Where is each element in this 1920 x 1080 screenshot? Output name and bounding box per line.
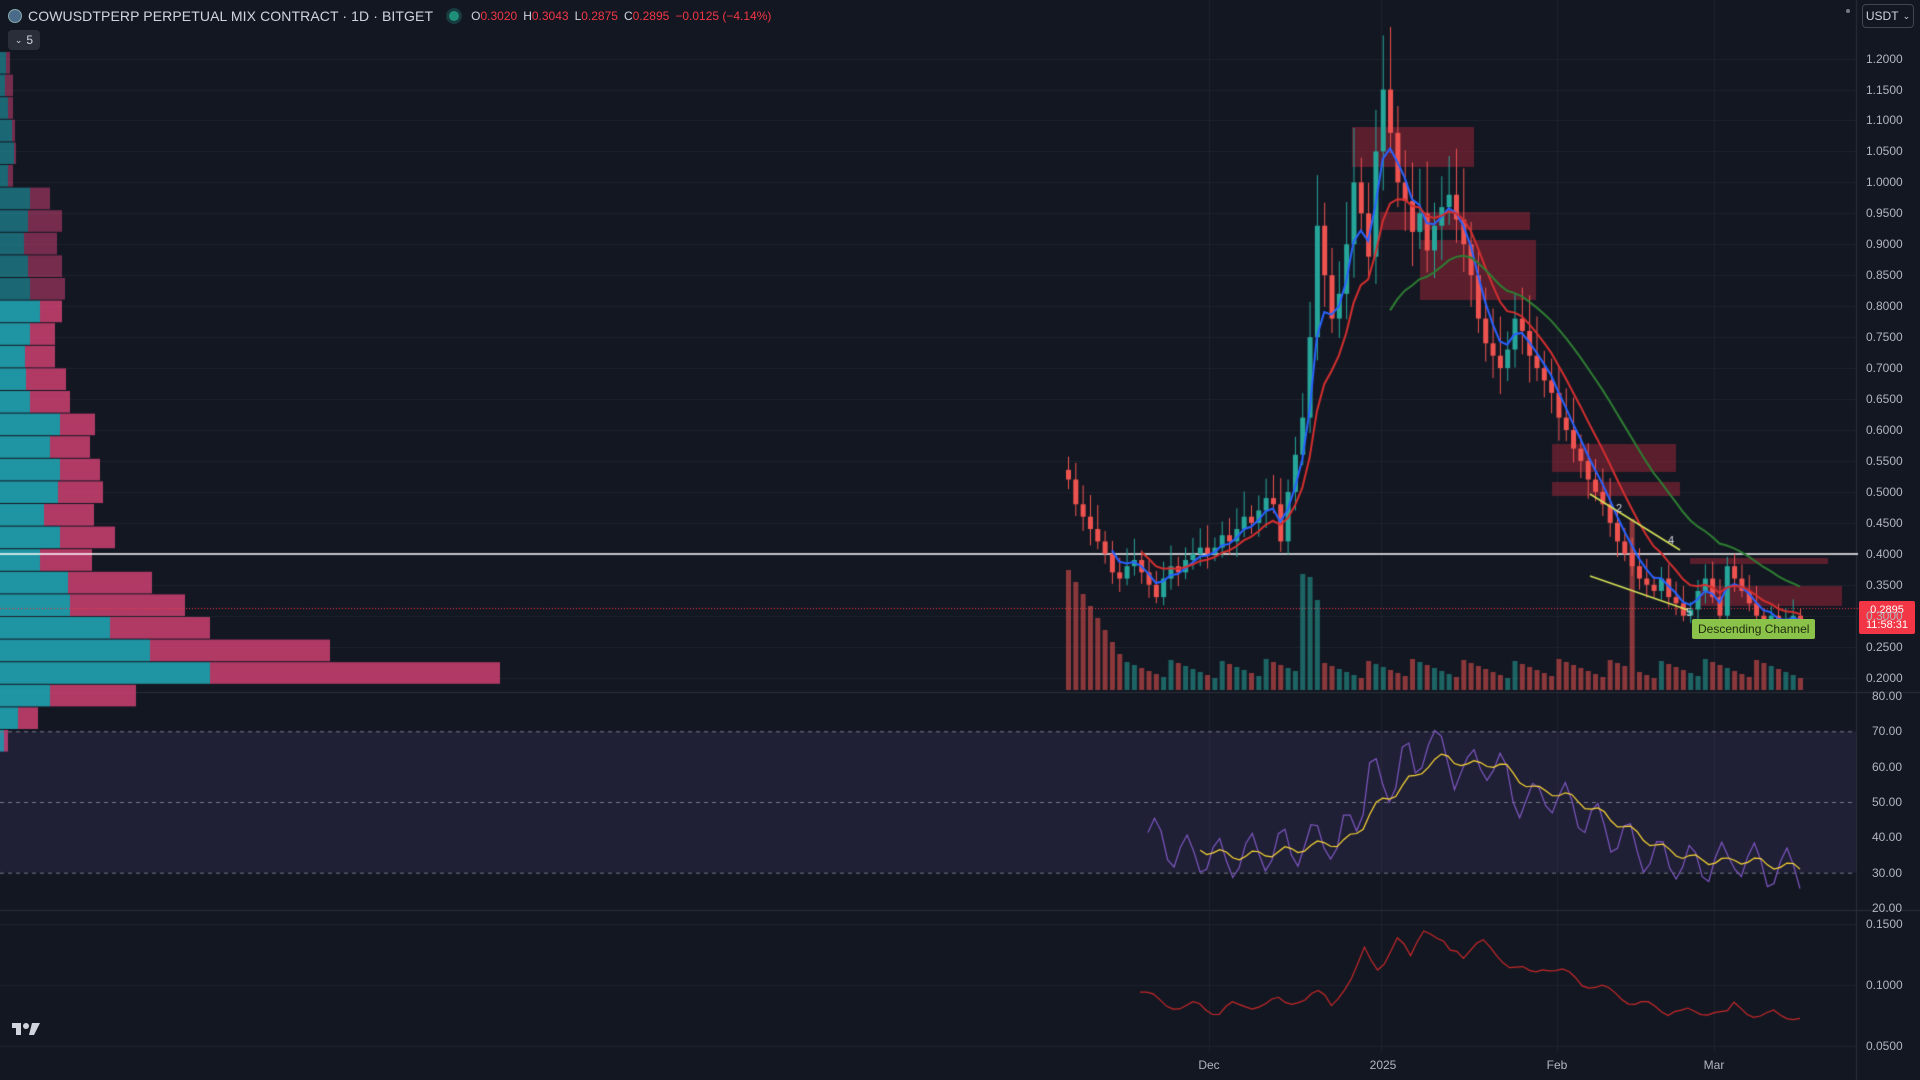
rsi-axis-tick: 40.00	[1872, 830, 1903, 845]
price-axis-tick: 0.9500	[1866, 206, 1903, 221]
symbol-title[interactable]: COWUSDTPERP PERPETUAL MIX CONTRACT · 1D …	[28, 8, 434, 24]
ohlc-close: C0.2895	[623, 9, 670, 23]
currency-label: USDT	[1865, 9, 1899, 23]
price-axis-tick: 0.3000	[1866, 608, 1903, 623]
price-axis-tick: 0.2500	[1866, 639, 1903, 654]
cow-logo-icon	[8, 9, 22, 23]
price-axis-tick: 0.7500	[1866, 330, 1903, 345]
ohlc-low: L0.2875	[574, 9, 618, 23]
last-price-value: 0.2895	[1870, 604, 1904, 616]
lower-axis-tick: 0.0500	[1866, 1038, 1903, 1053]
time-axis-tick: Dec	[1198, 1058, 1220, 1072]
currency-select[interactable]: USDT ⌄	[1862, 4, 1914, 28]
price-axis-tick: 1.1000	[1866, 113, 1903, 128]
price-axis-tick: 0.7000	[1866, 361, 1903, 376]
rsi-axis-tick: 70.00	[1872, 724, 1903, 739]
price-axis-tick: 0.2000	[1866, 670, 1903, 685]
time-axis-tick: Mar	[1703, 1058, 1725, 1072]
indicators-count: 5	[26, 33, 34, 47]
rsi-axis-tick: 20.00	[1872, 901, 1903, 915]
price-axis-tick: 0.5500	[1866, 453, 1903, 468]
rsi-axis-tick: 30.00	[1872, 865, 1903, 880]
last-price-tag: 0.2895 11:58:31	[1859, 601, 1915, 634]
more-dot-icon[interactable]	[1846, 9, 1850, 13]
descending-channel-label[interactable]: Descending Channel	[1692, 619, 1816, 639]
price-axis-tick: 0.9000	[1866, 237, 1903, 252]
price-axis-tick: 0.3500	[1866, 577, 1903, 592]
chevron-down-icon: ⌄	[1902, 10, 1911, 21]
chevron-down-icon: ⌄	[14, 34, 23, 45]
ohlc-open: O0.3020	[471, 9, 518, 23]
lower-axis-tick: 0.1500	[1866, 917, 1903, 932]
bar-countdown: 11:58:31	[1865, 619, 1908, 631]
ohlc-change: −0.0125 (−4.14%)	[675, 9, 772, 23]
price-axis-tick: 0.4500	[1866, 515, 1903, 530]
price-axis-tick: 1.0000	[1866, 175, 1903, 190]
time-axis-tick: 2025	[1369, 1058, 1397, 1072]
time-axis-tick: Feb	[1546, 1058, 1568, 1072]
market-status-icon	[449, 11, 460, 21]
price-axis-tick: 0.6000	[1866, 423, 1903, 437]
price-axis-tick: 0.4000	[1866, 546, 1903, 561]
tradingview-logo-icon[interactable]	[10, 1020, 46, 1038]
ohlc-high: H0.3043	[523, 9, 569, 23]
price-axis-tick: 1.0500	[1866, 144, 1903, 159]
price-axis-tick: 0.6500	[1866, 392, 1903, 407]
rsi-axis-tick: 80.00	[1872, 689, 1903, 703]
rsi-axis-tick: 50.00	[1872, 795, 1903, 809]
price-axis-tick: 0.8000	[1866, 299, 1903, 314]
price-axis-tick: 0.5000	[1866, 484, 1903, 499]
lower-axis-tick: 0.1000	[1866, 978, 1903, 992]
price-axis-tick: 1.1500	[1866, 82, 1903, 97]
price-axis-tick: 1.2000	[1866, 51, 1903, 66]
chart-header: COWUSDTPERP PERPETUAL MIX CONTRACT · 1D …	[8, 6, 777, 26]
indicators-toggle-button[interactable]: ⌄ 5	[8, 30, 40, 50]
rsi-axis-tick: 60.00	[1872, 759, 1903, 774]
price-axis-tick: 0.8500	[1866, 268, 1903, 283]
